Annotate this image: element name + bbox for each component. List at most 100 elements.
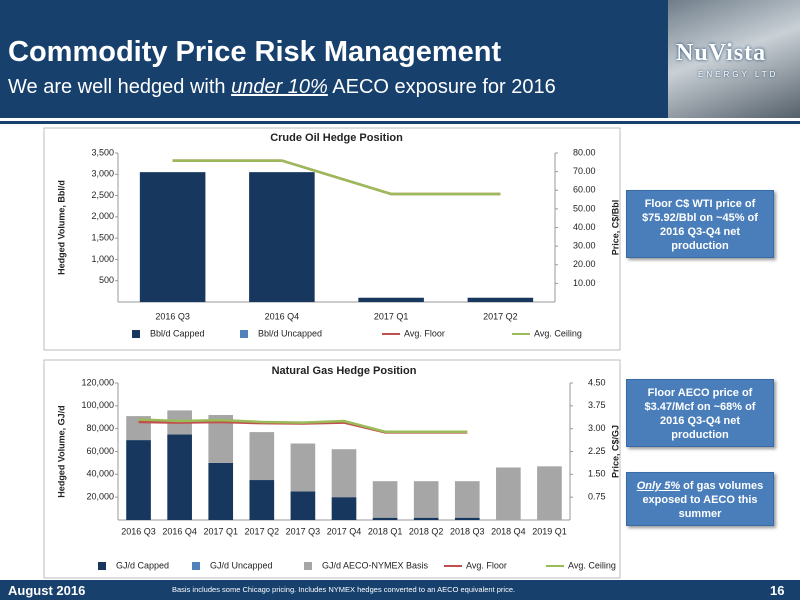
y2-tick-label: 0.75 xyxy=(588,492,606,502)
footer: August 2016 Basis includes some Chicago … xyxy=(0,580,800,600)
callout: Only 5% of gas volumes exposed to AECO t… xyxy=(626,472,774,526)
legend-swatch xyxy=(98,562,106,570)
page-number: 16 xyxy=(770,583,785,598)
bar-segment xyxy=(290,443,316,492)
divider xyxy=(0,121,800,124)
y2-tick-label: 4.50 xyxy=(588,377,606,387)
legend-label: GJ/d Uncapped xyxy=(210,560,273,570)
legend-label: GJ/d Capped xyxy=(116,560,169,570)
legend-label: Bbl/d Capped xyxy=(150,328,205,338)
chart-frame xyxy=(43,127,621,351)
legend-label: Bbl/d Uncapped xyxy=(258,328,322,338)
y-axis-title: Hedged Volume, GJ/d xyxy=(56,405,66,497)
legend-label: Avg. Ceiling xyxy=(568,560,616,570)
slide-title: Commodity Price Risk Management xyxy=(8,36,502,68)
x-tick-label: 2017 Q1 xyxy=(374,311,409,321)
y-tick-label: 3,500 xyxy=(91,147,114,157)
y2-tick-label: 20.00 xyxy=(573,259,596,269)
subtitle-text: AECO exposure for 2016 xyxy=(327,76,556,98)
subtitle-text: We are well hedged with xyxy=(8,76,232,98)
bar-segment xyxy=(167,434,192,520)
legend-swatch xyxy=(304,562,312,570)
y2-tick-label: 40.00 xyxy=(573,222,596,232)
x-tick-label: 2016 Q3 xyxy=(121,526,156,536)
logo-name: NuVista xyxy=(676,40,767,66)
y2-tick-label: 3.75 xyxy=(588,400,606,410)
y2-tick-label: 30.00 xyxy=(573,241,596,251)
y2-axis-title: Price, C$/Bbl xyxy=(610,200,620,256)
bar-segment xyxy=(454,517,480,520)
x-tick-label: 2018 Q3 xyxy=(450,526,485,536)
x-tick-label: 2018 Q4 xyxy=(491,526,526,536)
callout-text: of gas volumes exposed to AECO this summ… xyxy=(642,480,764,520)
footer-date: August 2016 xyxy=(8,583,86,598)
x-tick-label: 2017 Q2 xyxy=(483,311,518,321)
logo-subtext: ENERGY LTD xyxy=(698,70,779,79)
bar-segment xyxy=(537,466,562,520)
x-tick-label: 2017 Q4 xyxy=(327,526,362,536)
y2-tick-label: 10.00 xyxy=(573,278,596,288)
callout: Floor C$ WTI price of $75.92/Bbl on ~45%… xyxy=(626,190,774,258)
y-tick-label: 40,000 xyxy=(86,469,114,479)
y-tick-label: 20,000 xyxy=(86,492,114,502)
legend-label: Avg. Ceiling xyxy=(534,328,582,338)
bar-segment xyxy=(372,517,398,520)
y2-tick-label: 3.00 xyxy=(588,423,606,433)
y-tick-label: 100,000 xyxy=(81,400,114,410)
y2-tick-label: 80.00 xyxy=(573,147,596,157)
line-series xyxy=(138,418,468,433)
subtitle-emphasis: under 10% xyxy=(231,76,328,98)
legend-label: Avg. Floor xyxy=(404,328,445,338)
bar-segment xyxy=(290,491,316,520)
bar-segment xyxy=(249,480,275,520)
line-series xyxy=(172,159,501,196)
header: Commodity Price Risk Management We are w… xyxy=(0,0,800,118)
y2-tick-label: 50.00 xyxy=(573,203,596,213)
y-tick-label: 120,000 xyxy=(81,377,114,387)
y2-tick-label: 1.50 xyxy=(588,469,606,479)
y-axis-title: Hedged Volume, Bbl/d xyxy=(56,180,66,275)
bar-segment xyxy=(331,497,357,520)
bar-segment xyxy=(413,481,439,518)
y-tick-label: 2,000 xyxy=(91,211,114,221)
bar-segment xyxy=(126,440,151,520)
legend-label: Avg. Floor xyxy=(466,560,507,570)
bar-segment xyxy=(372,481,398,518)
footer-note: Basis includes some Chicago pricing. Inc… xyxy=(172,585,516,594)
y2-tick-label: 60.00 xyxy=(573,185,596,195)
x-tick-label: 2016 Q3 xyxy=(155,311,190,321)
y-tick-label: 2,500 xyxy=(91,190,114,200)
y-tick-label: 1,000 xyxy=(91,254,114,264)
y-tick-label: 500 xyxy=(99,275,114,285)
x-tick-label: 2016 Q4 xyxy=(265,311,300,321)
x-tick-label: 2018 Q2 xyxy=(409,526,444,536)
bar-segment xyxy=(331,449,357,498)
y2-axis-title: Price, C$/GJ xyxy=(610,425,620,478)
legend-swatch xyxy=(240,330,248,338)
y-tick-label: 1,500 xyxy=(91,233,114,243)
legend-swatch xyxy=(192,562,200,570)
callout: Floor AECO price of $3.47/Mcf on ~68% of… xyxy=(626,379,774,447)
y2-tick-label: 70.00 xyxy=(573,166,596,176)
y-tick-label: 80,000 xyxy=(86,423,114,433)
y-tick-label: 3,000 xyxy=(91,169,114,179)
bar-segment xyxy=(249,432,275,481)
bar-segment xyxy=(249,172,315,302)
callout-emphasis: Only 5% xyxy=(636,480,681,492)
bar-segment xyxy=(358,297,424,302)
bar-segment xyxy=(496,467,521,520)
x-tick-label: 2019 Q1 xyxy=(532,526,567,536)
chart-title: Crude Oil Hedge Position xyxy=(270,132,403,144)
chart-title: Natural Gas Hedge Position xyxy=(272,365,417,377)
bar-segment xyxy=(208,462,234,520)
bar-segment xyxy=(139,172,206,302)
x-tick-label: 2016 Q4 xyxy=(162,526,197,536)
slide-subtitle: We are well hedged with under 10% AECO e… xyxy=(8,76,556,99)
y2-tick-label: 2.25 xyxy=(588,446,606,456)
x-tick-label: 2017 Q2 xyxy=(245,526,280,536)
y-tick-label: 60,000 xyxy=(86,446,114,456)
x-tick-label: 2017 Q3 xyxy=(286,526,321,536)
bar-segment xyxy=(467,297,534,302)
